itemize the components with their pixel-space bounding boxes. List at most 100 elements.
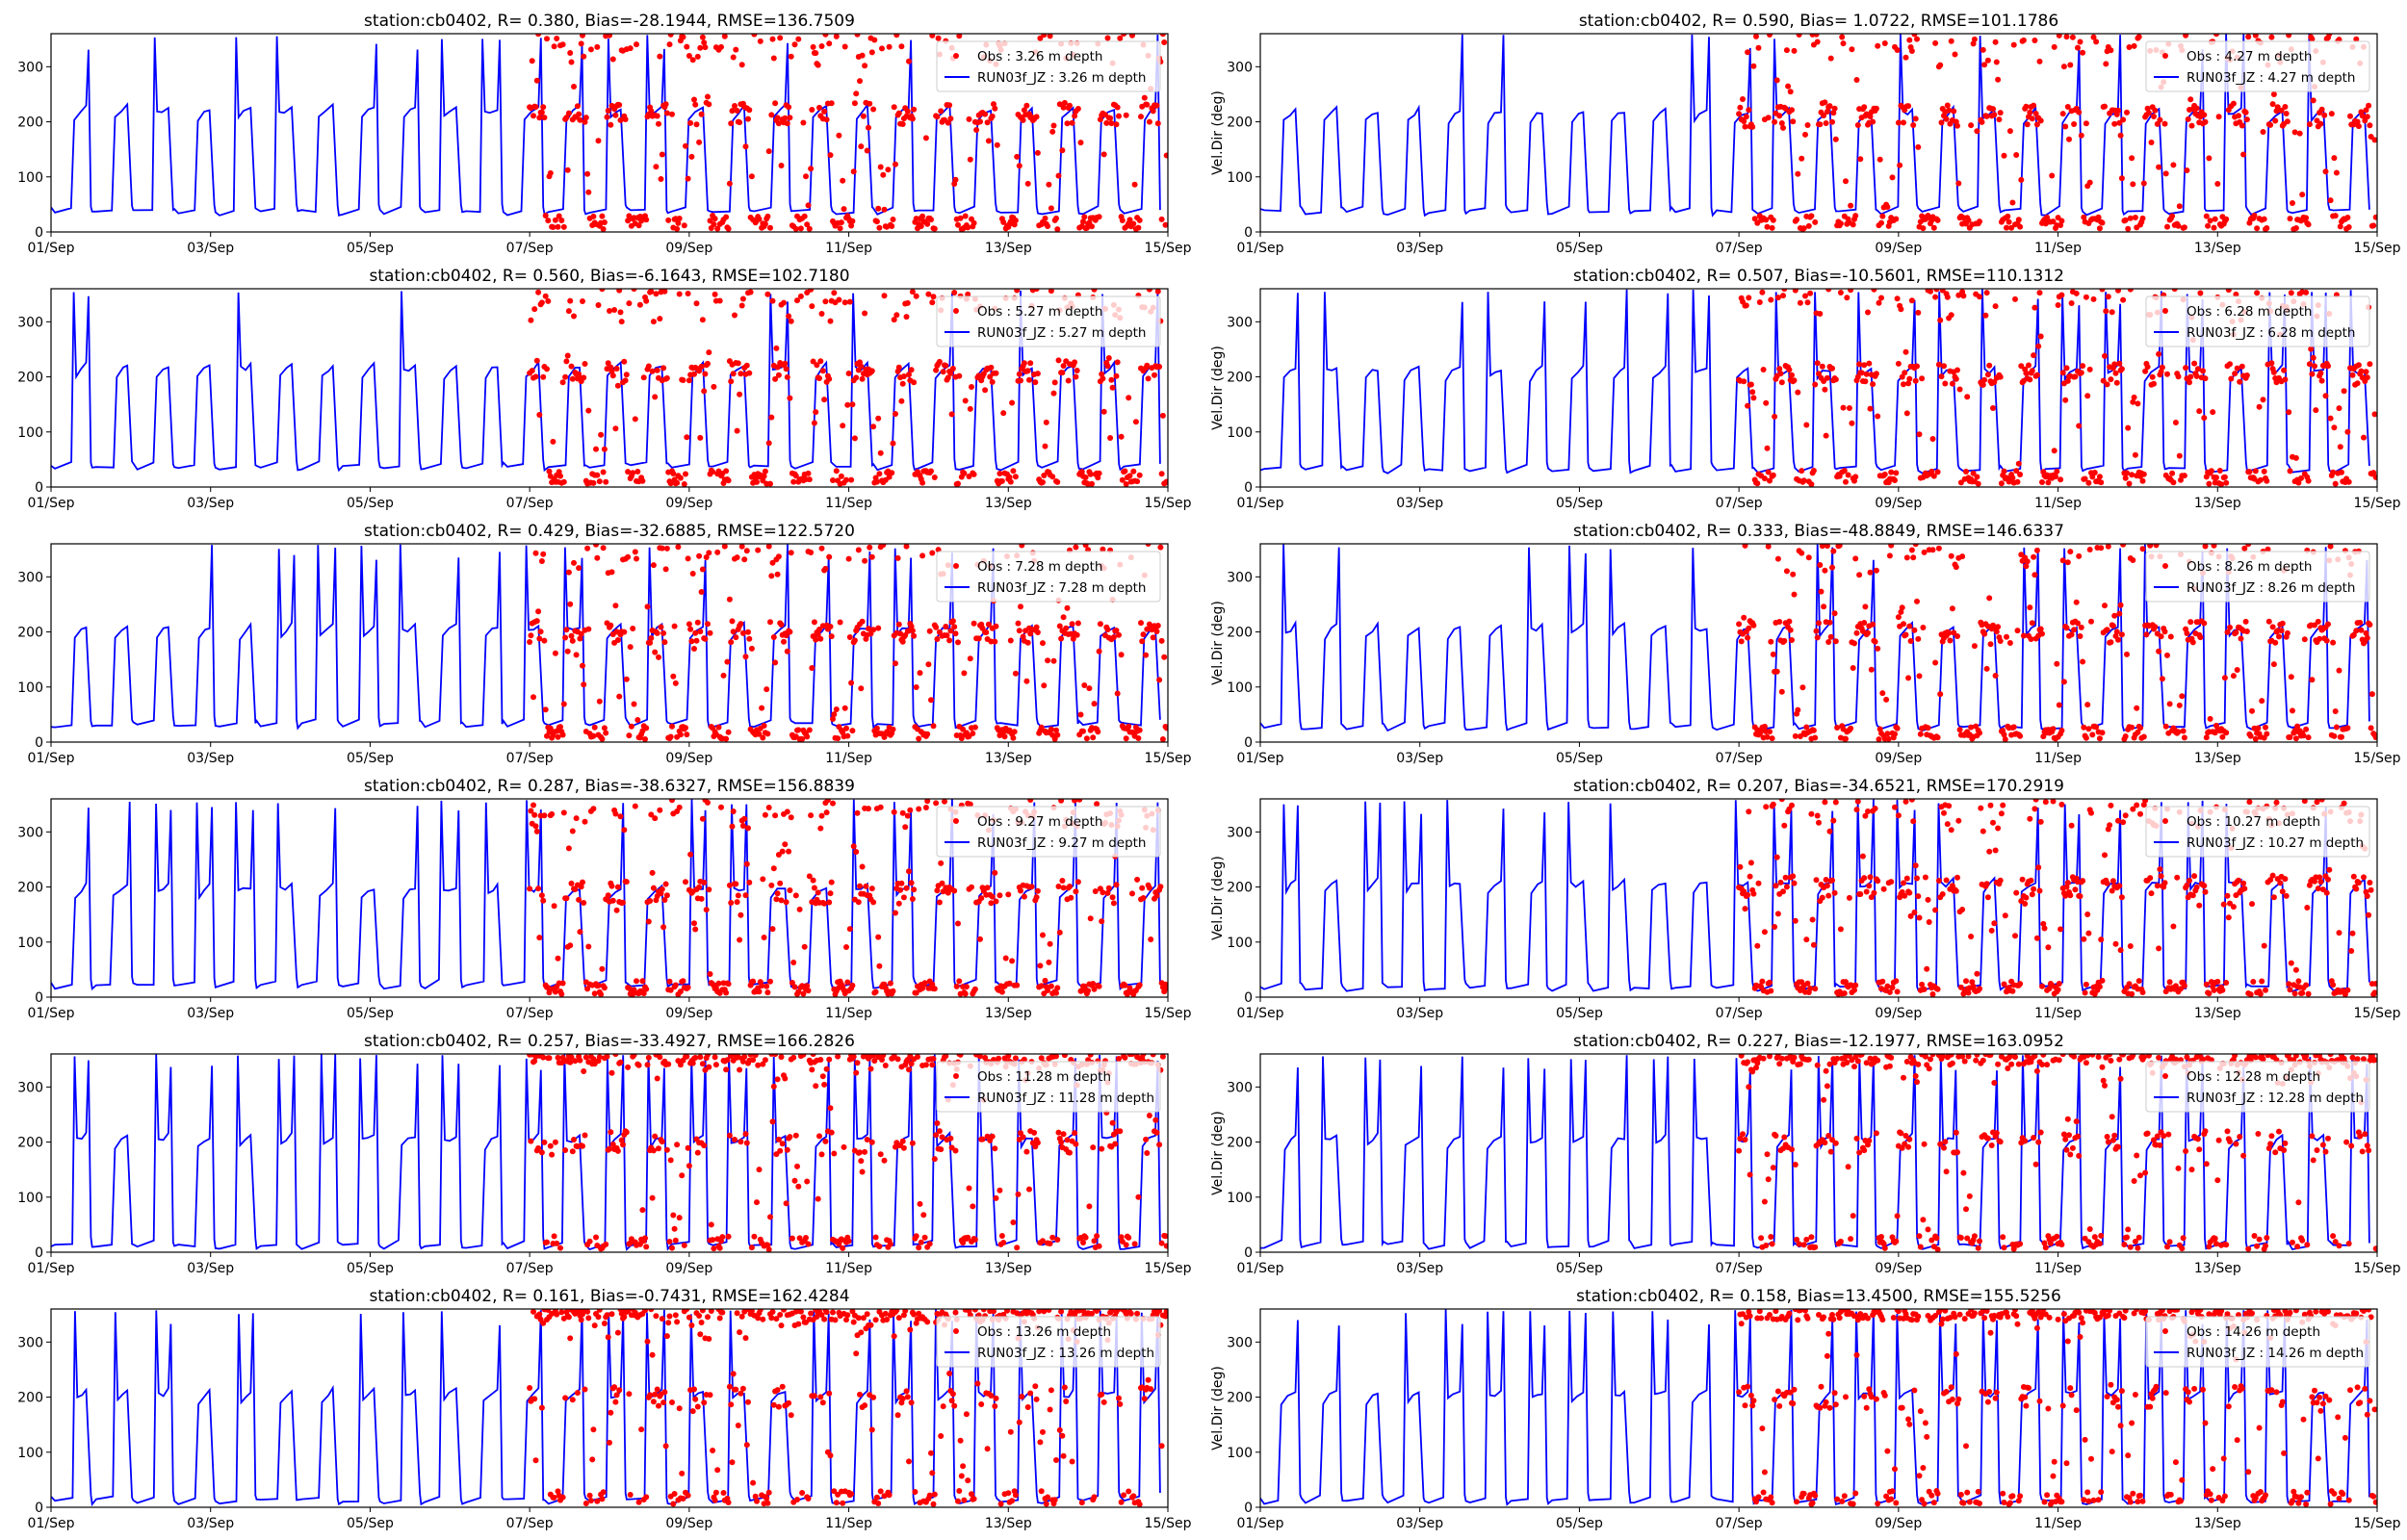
obs-point [1747,381,1754,388]
obs-point [1056,929,1063,936]
obs-point [2013,152,2020,158]
obs-point [594,554,601,561]
obs-point [1028,884,1035,890]
obs-point [685,555,691,562]
obs-point [1875,645,1881,652]
obs-point [1850,221,1856,228]
obs-point [2102,603,2108,609]
obs-point [1813,628,1820,634]
obs-point [2108,47,2114,54]
obs-point [1083,735,1090,742]
obs-point [2370,222,2377,229]
obs-point [904,108,911,115]
obs-point [2154,120,2161,127]
obs-point [2207,218,2213,224]
obs-point [895,900,902,907]
obs-point [672,1237,679,1244]
obs-point [2355,123,2362,130]
obs-point [1867,569,1874,576]
obs-point [759,983,765,989]
x-tick-label: 09/Sep [1875,241,1922,256]
obs-point [2214,978,2221,985]
plot-frame [1259,798,2378,998]
obs-point [739,1058,746,1065]
obs-point [667,733,674,740]
obs-point [2170,479,2177,486]
obs-point [2331,424,2338,431]
obs-point [1892,804,1898,810]
obs-point [2175,729,2182,735]
obs-point [617,1059,624,1065]
obs-point [549,810,556,817]
y-tick-label: 100 [17,1191,43,1206]
obs-point [828,879,835,886]
obs-point [797,225,804,232]
obs-point [2107,822,2113,829]
obs-point [1925,896,1931,903]
obs-point [900,373,907,379]
obs-point [2202,375,2209,382]
obs-point [1790,571,1797,578]
obs-point [1091,289,1098,293]
obs-point [648,635,655,641]
obs-point [911,106,918,113]
obs-point [1929,547,1936,553]
obs-point [2331,732,2338,739]
obs-point [2142,368,2149,374]
obs-point [2201,112,2208,118]
obs-point [1123,735,1129,742]
x-tick-label: 11/Sep [2034,496,2082,511]
obs-point [1959,907,1966,912]
obs-point [1000,218,1007,225]
obs-point [1814,360,1821,367]
obs-point [622,116,629,122]
obs-point [2273,799,2280,806]
obs-point [620,1142,626,1148]
obs-point [1067,884,1073,889]
obs-point [1932,39,1939,46]
obs-point [868,368,875,374]
legend-model-label: RUN03f_JZ : 11.28 m depth [977,1091,1154,1106]
obs-point [1783,884,1790,890]
obs-point [2303,289,2310,295]
obs-point [703,907,710,913]
obs-point [654,113,660,119]
obs-point [983,629,990,635]
obs-point [551,43,557,50]
obs-point [787,395,793,401]
obs-point [854,34,861,38]
obs-point [948,411,955,418]
legend-model-label: RUN03f_JZ : 7.28 m depth [977,580,1147,596]
obs-point [676,1215,683,1221]
obs-point [738,621,744,628]
obs-point [2206,155,2213,162]
obs-point [1996,116,2003,123]
obs-point [2337,223,2343,230]
obs-point [2318,106,2325,113]
obs-point [581,1068,587,1074]
obs-point [844,732,851,739]
obs-point [2370,470,2377,476]
obs-point [1122,468,1128,475]
x-tick-label: 07/Sep [1716,241,1763,256]
obs-point [947,628,954,634]
obs-point [2096,735,2103,742]
x-tick-label: 11/Sep [2034,1006,2082,1021]
obs-point [1787,627,1794,633]
obs-point [957,215,964,221]
obs-point [1051,735,1058,742]
obs-point [777,1147,784,1154]
obs-point [782,1075,789,1082]
obs-point [1951,108,1957,115]
obs-point [2077,893,2083,900]
obs-point [1807,290,1814,296]
obs-point [1026,1186,1032,1193]
obs-point [2054,660,2060,667]
obs-point [746,107,753,114]
obs-point [2002,736,2008,742]
obs-point [827,890,834,897]
obs-point [2240,151,2247,158]
obs-point [683,725,688,732]
